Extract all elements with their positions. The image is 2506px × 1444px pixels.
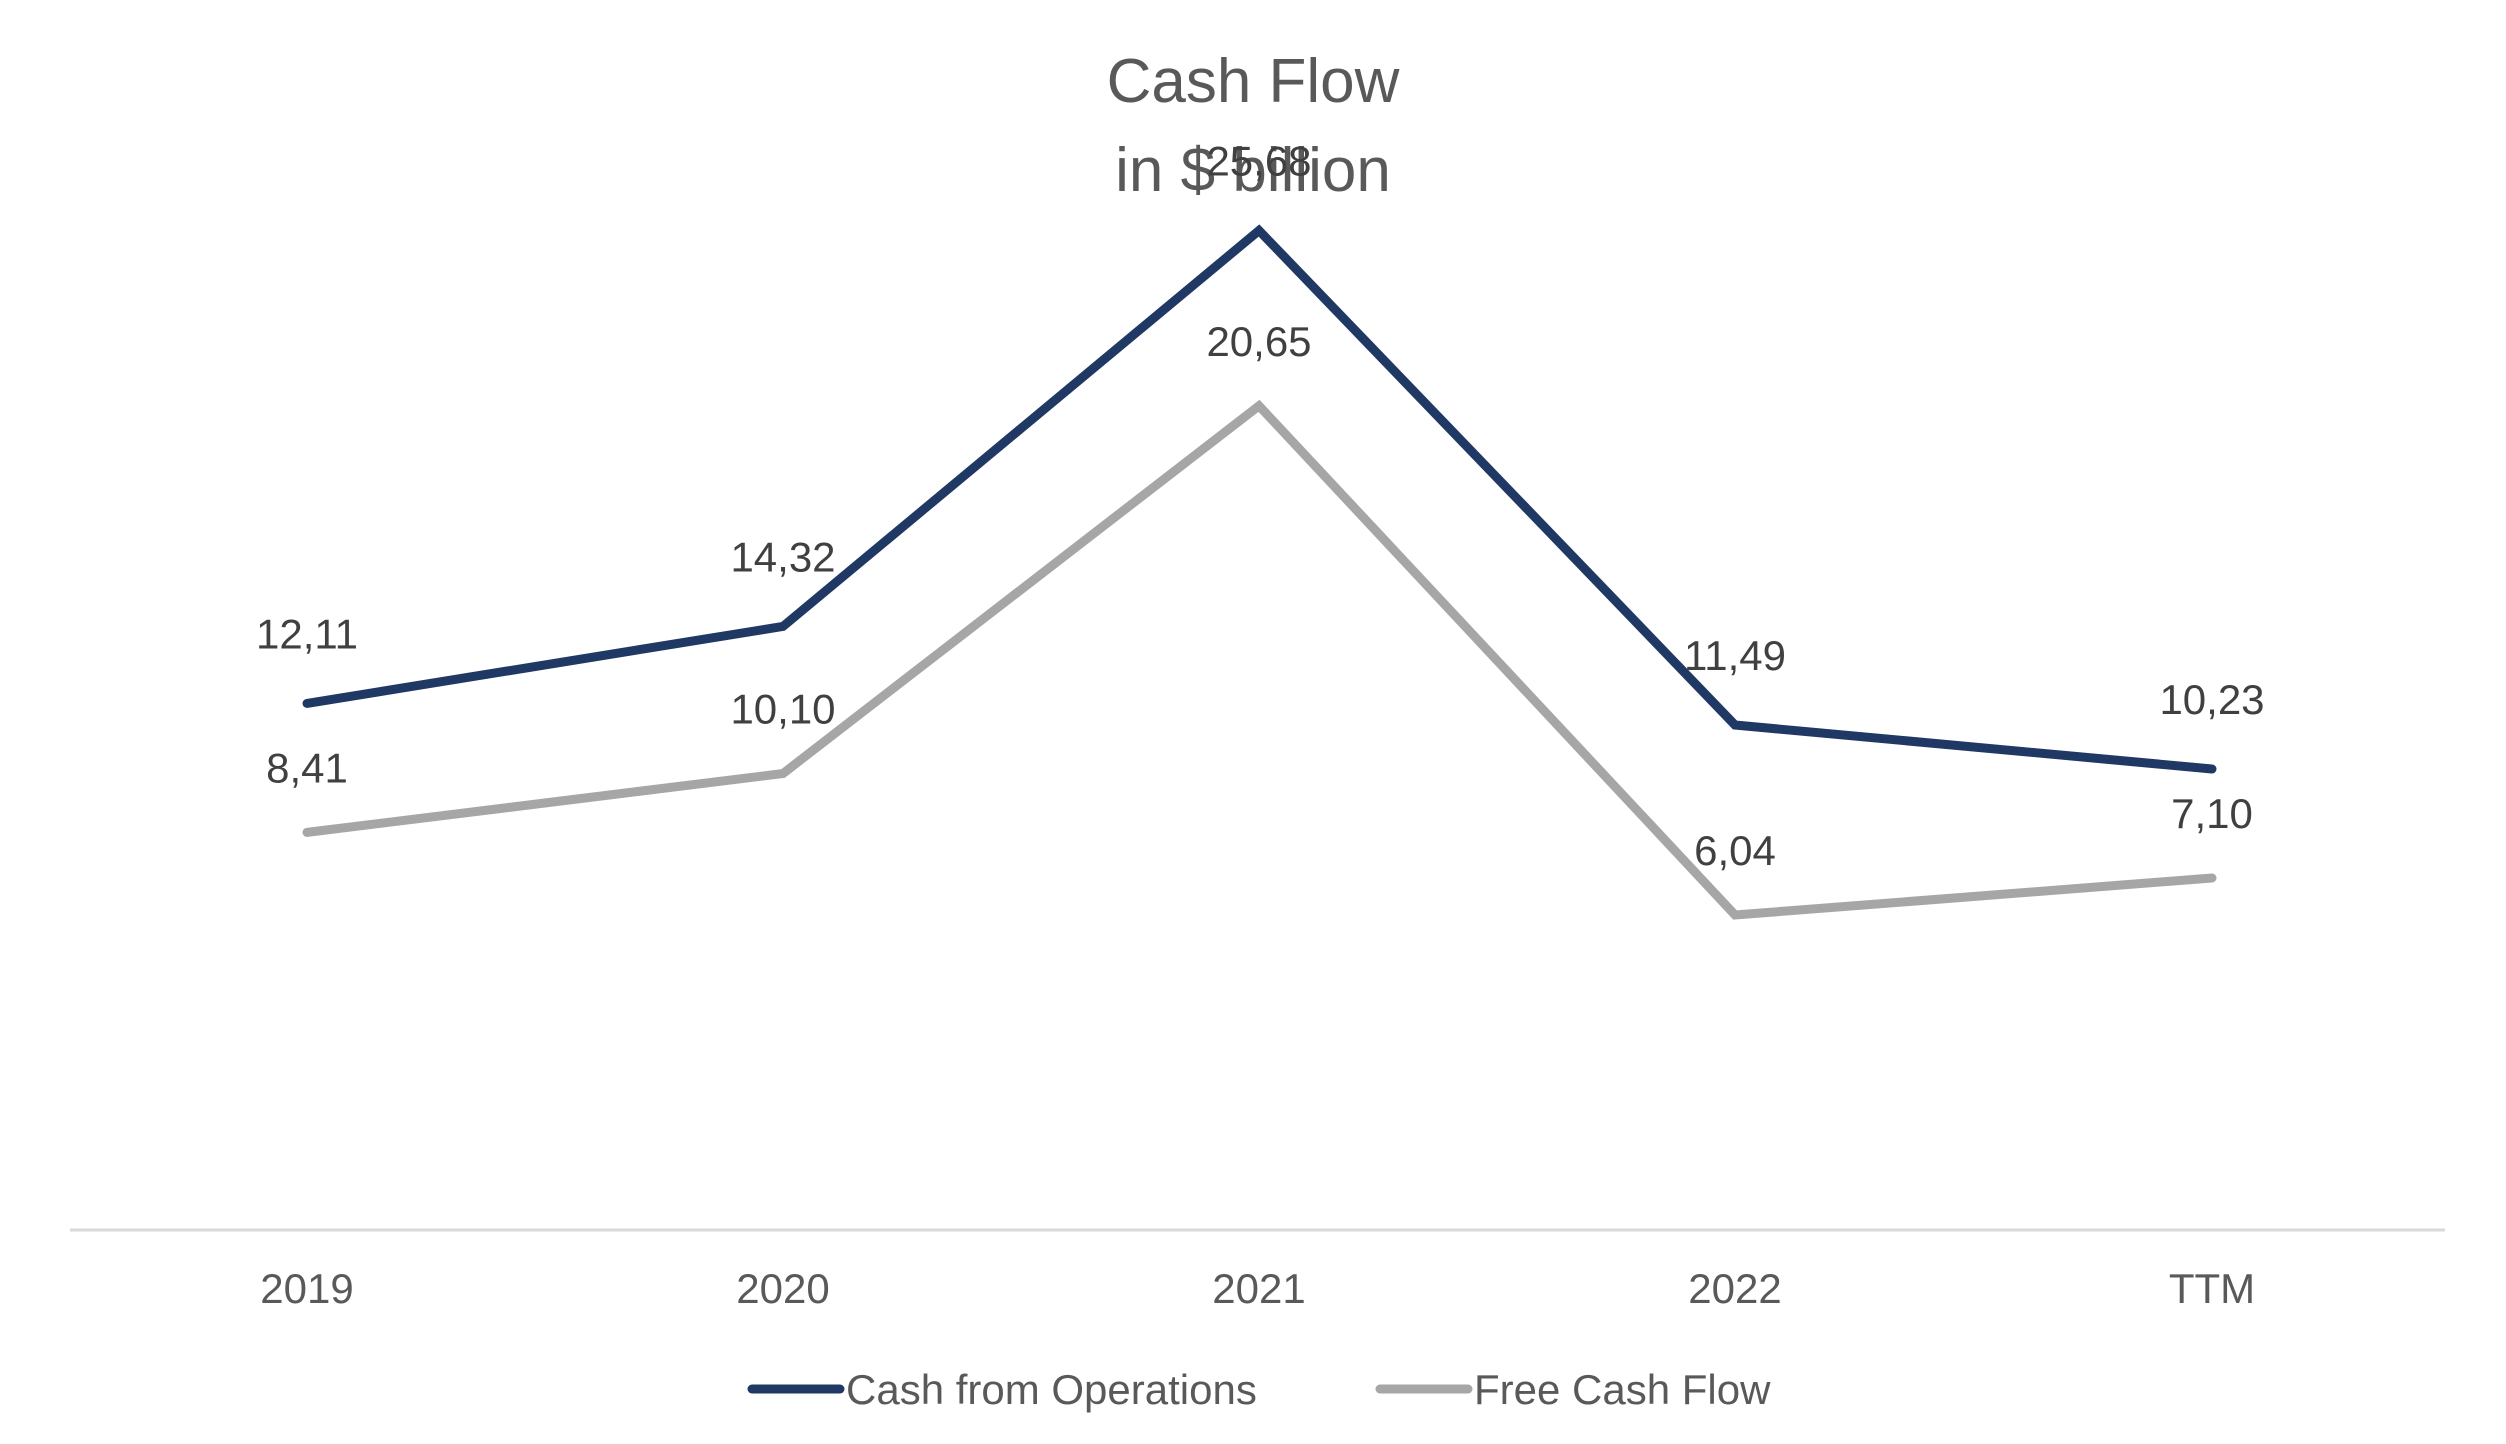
series-line-cash-from-operations <box>302 224 2217 774</box>
data-labels-layer: 12,11 14,32 25,68 11,49 10,23 8,41 10,10 20,65 6… <box>256 138 2265 875</box>
data-label-free-cash-flow: 7,10 <box>2171 790 2253 837</box>
data-label-cash-from-operations: 11,49 <box>1684 632 1786 679</box>
chart-subtitle: in $ billion <box>1115 136 1391 205</box>
data-label-free-cash-flow: 20,65 <box>1206 318 1311 365</box>
x-tick-label: 2021 <box>1212 1265 1305 1312</box>
x-tick-label: 2022 <box>1688 1265 1781 1312</box>
x-tick-label: 2020 <box>736 1265 829 1312</box>
data-label-cash-from-operations: 12,11 <box>256 610 358 657</box>
x-tick-label: 2019 <box>260 1265 353 1312</box>
x-tick-labels: 2019 2020 2021 2022 TTM <box>260 1265 2255 1312</box>
legend-item-cash-from-operations[interactable]: Cash from Operations <box>747 1366 1257 1413</box>
legend-label: Free Cash Flow <box>1474 1366 1771 1413</box>
data-label-free-cash-flow: 6,04 <box>1694 827 1776 874</box>
legend-item-free-cash-flow[interactable]: Free Cash Flow <box>1375 1366 1771 1413</box>
data-label-free-cash-flow: 8,41 <box>266 744 348 791</box>
data-label-free-cash-flow: 10,10 <box>730 686 835 733</box>
legend-label: Cash from Operations <box>846 1366 1257 1413</box>
data-label-cash-from-operations: 25,68 <box>1206 138 1311 185</box>
legend: Cash from Operations Free Cash Flow <box>747 1366 1771 1413</box>
data-label-cash-from-operations: 14,32 <box>730 533 835 580</box>
x-tick-label: TTM <box>2169 1265 2255 1312</box>
data-label-cash-from-operations: 10,23 <box>2159 676 2264 723</box>
chart-title: Cash Flow <box>1107 47 1400 116</box>
series-layer <box>302 224 2217 920</box>
